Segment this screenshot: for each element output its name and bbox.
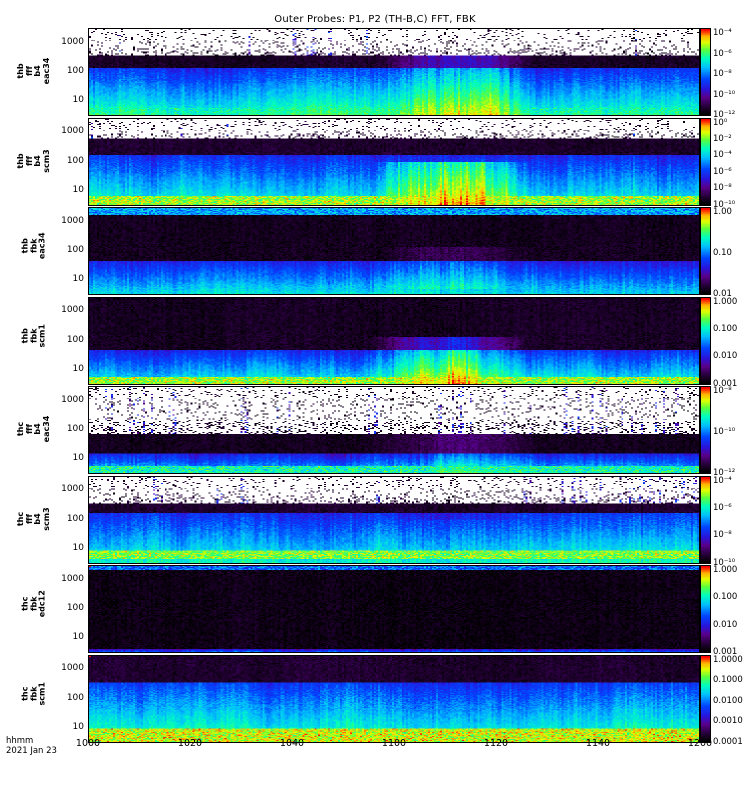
ytick-thc-fbk-edc12-10: 10 [72, 632, 84, 643]
spectrogram-thb-fff-b4-scm3[interactable] [88, 117, 700, 206]
colorbar-tick-thb-fff-b4-scm3-3: 10⁻⁶ [713, 166, 732, 177]
colorbar-thc-fbk-scm1 [700, 654, 711, 743]
ytick-thb-fff-b4-scm3-10: 10 [72, 184, 84, 195]
colorbar-tick-thb-fbk-scm1-0: 1.000 [713, 296, 738, 307]
ytick-thb-fff-b4-scm3-100: 100 [66, 155, 84, 166]
ytick-thb-fbk-eac34-10: 10 [72, 274, 84, 285]
colorbar-tick-thb-fff-b4-eac34-3: 10⁻¹⁰ [713, 89, 736, 100]
footer-date-label: 2021 Jan 23 [6, 746, 57, 756]
xtick-1040: 1040 [279, 738, 305, 749]
footer-time-label: hhmm [6, 736, 34, 746]
spectrogram-thc-fff-b4-scm3[interactable] [88, 475, 700, 564]
xtick-1120: 1120 [483, 738, 509, 749]
ytick-thc-fff-b4-eac34-100: 100 [66, 424, 84, 434]
xtick-1020: 1020 [177, 738, 203, 749]
ytick-thb-fbk-eac34-1000: 1000 [61, 215, 84, 226]
footer-stamp: hhmm 2021 Jan 23 [6, 736, 57, 756]
colorbar-tick-thb-fbk-eac34-0: 1.00 [713, 207, 732, 217]
spectrogram-thc-fff-b4-eac34[interactable] [88, 386, 700, 474]
colorbar-tick-thb-fbk-eac34-1: 0.10 [713, 248, 732, 258]
colorbar-thc-fbk-edc12 [700, 565, 711, 653]
colorbar-tick-thc-fbk-edc12-0: 1.000 [713, 565, 738, 575]
colorbar-thc-fff-b4-scm3 [700, 475, 711, 564]
ytick-thc-fbk-edc12-1000: 1000 [61, 573, 84, 584]
ytick-thc-fff-b4-eac34-10: 10 [72, 453, 84, 464]
ytick-thc-fbk-scm1-100: 100 [66, 692, 84, 703]
colorbar-tick-thc-fbk-scm1-4: 0.0001 [713, 736, 743, 747]
ytick-thc-fff-b4-eac34-1000: 1000 [61, 394, 84, 405]
colorbar-tick-thc-fbk-edc12-2: 0.010 [713, 619, 738, 630]
spectrogram-thc-fbk-edc12[interactable] [88, 565, 700, 653]
colorbar-tick-thb-fff-b4-scm3-2: 10⁻⁴ [713, 150, 732, 161]
xtick-1000: 1000 [75, 738, 101, 749]
colorbar-tick-thb-fff-b4-scm3-0: 10⁰ [713, 117, 728, 128]
colorbar-tick-thc-fff-b4-eac34-0: 10⁻⁸ [713, 386, 732, 396]
colorbar-tick-thc-fff-b4-eac34-2: 10⁻¹² [713, 468, 736, 478]
xtick-1200: 1200 [687, 738, 713, 749]
colorbar-tick-thc-fff-b4-scm3-1: 10⁻⁶ [713, 502, 732, 513]
spectrogram-thb-fbk-scm1[interactable] [88, 296, 700, 385]
spectrogram-thb-fff-b4-eac34[interactable] [88, 28, 700, 116]
ytick-thc-fbk-edc12-100: 100 [66, 603, 84, 613]
plot-title: Outer Probes: P1, P2 (TH-B,C) FFT, FBK [274, 14, 476, 25]
colorbar-tick-thc-fbk-edc12-1: 0.100 [713, 592, 738, 603]
colorbar-tick-thb-fff-b4-eac34-1: 10⁻⁶ [713, 48, 732, 59]
ytick-thb-fbk-eac34-100: 100 [66, 245, 84, 255]
xtick-1100: 1100 [381, 738, 407, 749]
colorbar-tick-thb-fbk-scm1-2: 0.010 [713, 351, 738, 362]
colorbar-thb-fbk-scm1 [700, 296, 711, 385]
colorbar-tick-thb-fbk-scm1-1: 0.100 [713, 323, 738, 334]
colorbar-tick-thb-fff-b4-eac34-2: 10⁻⁸ [713, 69, 732, 79]
colorbar-thb-fff-b4-eac34 [700, 28, 711, 116]
colorbar-tick-thc-fbk-edc12-3: 0.001 [713, 647, 738, 657]
colorbar-tick-thc-fff-b4-scm3-2: 10⁻⁸ [713, 530, 732, 541]
spectrogram-thb-fbk-eac34[interactable] [88, 207, 700, 295]
colorbar-tick-thb-fff-b4-scm3-1: 10⁻² [713, 133, 732, 144]
colorbar-thc-fff-b4-eac34 [700, 386, 711, 474]
colorbar-thb-fff-b4-scm3 [700, 117, 711, 206]
ytick-thb-fff-b4-scm3-1000: 1000 [61, 126, 84, 137]
colorbar-tick-thc-fbk-scm1-0: 1.0000 [713, 654, 743, 665]
colorbar-thb-fbk-eac34 [700, 207, 711, 295]
ytick-thc-fbk-scm1-10: 10 [72, 721, 84, 732]
ytick-thb-fff-b4-eac34-10: 10 [72, 95, 84, 106]
ytick-thb-fbk-scm1-10: 10 [72, 363, 84, 374]
spectrogram-thc-fbk-scm1[interactable] [88, 654, 700, 743]
ytick-thc-fff-b4-scm3-10: 10 [72, 542, 84, 553]
ytick-thb-fff-b4-eac34-100: 100 [66, 66, 84, 76]
xtick-1140: 1140 [585, 738, 611, 749]
colorbar-tick-thc-fff-b4-eac34-1: 10⁻¹⁰ [713, 427, 736, 437]
ytick-thc-fff-b4-scm3-100: 100 [66, 513, 84, 524]
colorbar-tick-thc-fbk-scm1-3: 0.0010 [713, 716, 743, 726]
ytick-thb-fbk-scm1-100: 100 [66, 334, 84, 345]
colorbar-tick-thb-fff-b4-scm3-5: 10⁻¹⁰ [713, 199, 736, 210]
ytick-thb-fbk-scm1-1000: 1000 [61, 305, 84, 316]
colorbar-tick-thb-fff-b4-eac34-4: 10⁻¹² [713, 110, 736, 120]
ytick-thb-fff-b4-eac34-1000: 1000 [61, 36, 84, 47]
colorbar-tick-thb-fff-b4-eac34-0: 10⁻⁴ [713, 28, 732, 38]
colorbar-tick-thb-fff-b4-scm3-4: 10⁻⁸ [713, 183, 732, 194]
ytick-thc-fff-b4-scm3-1000: 1000 [61, 484, 84, 495]
colorbar-tick-thc-fff-b4-scm3-3: 10⁻¹⁰ [713, 557, 736, 568]
colorbar-tick-thc-fbk-scm1-2: 0.0100 [713, 695, 743, 706]
ytick-thc-fbk-scm1-1000: 1000 [61, 663, 84, 674]
colorbar-tick-thc-fff-b4-scm3-0: 10⁻⁴ [713, 475, 732, 486]
colorbar-tick-thb-fbk-scm1-3: 0.001 [713, 378, 738, 389]
colorbar-tick-thb-fbk-eac34-2: 0.01 [713, 289, 732, 299]
colorbar-tick-thc-fbk-scm1-1: 0.1000 [713, 675, 743, 685]
